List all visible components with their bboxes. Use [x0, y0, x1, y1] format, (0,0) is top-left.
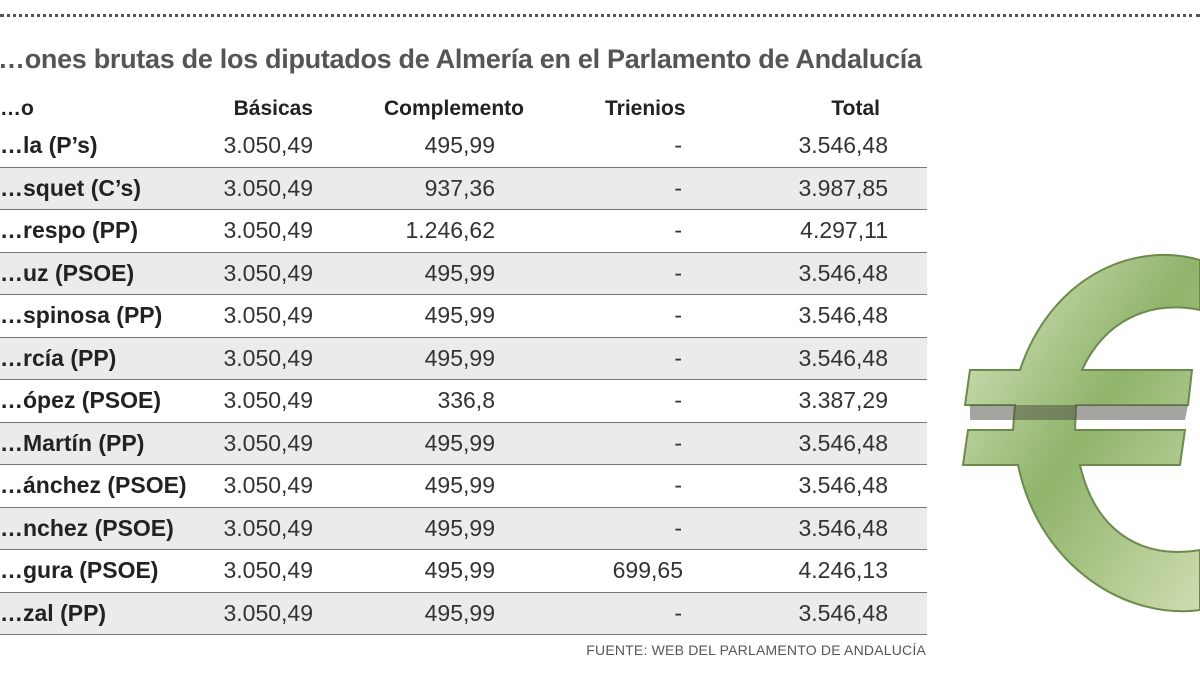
header-complemento: Complemento	[384, 97, 525, 120]
source-note: FUENTE: WEB DEL PARLAMENTO DE ANDALUCÍA	[586, 642, 926, 658]
cell-trienios: -	[674, 259, 682, 286]
name: …la (P’s)	[0, 132, 98, 158]
cell-total: 3.546,48	[798, 259, 888, 286]
cell-trienios: -	[674, 387, 682, 413]
cell-complemento: 1.246,62	[405, 217, 495, 243]
header-total: Total	[831, 97, 880, 120]
cell-total: 4.297,11	[800, 217, 888, 243]
cell-trienios: -	[674, 344, 682, 371]
name: …uz (PSOE)	[0, 259, 135, 286]
table-row: …rcía (PP) 3.050,49 495,99 - 3.546,48	[0, 337, 927, 380]
cell-basicas: 3.050,49	[223, 557, 313, 583]
cell-complemento: 495,99	[424, 514, 495, 541]
header-name: …o	[0, 97, 34, 120]
cell-trienios: -	[674, 302, 682, 328]
page-title: …ones brutas de los diputados de Almería…	[0, 44, 922, 74]
cell-complemento: 495,99	[424, 557, 495, 583]
cell-total: 3.546,48	[798, 514, 888, 541]
header-basicas: Básicas	[233, 97, 313, 120]
cell-total: 3.546,48	[798, 132, 888, 158]
name: …gura (PSOE)	[0, 557, 159, 583]
cell-complemento: 495,99	[424, 429, 495, 456]
cell-trienios: -	[674, 132, 682, 158]
name: …respo (PP)	[0, 217, 139, 243]
cell-basicas: 3.050,49	[223, 302, 313, 328]
table-row: …squet (C’s) 3.050,49 937,36 - 3.987,85	[0, 167, 927, 210]
name: …zal (PP)	[0, 599, 107, 626]
cell-total: 3.546,48	[798, 344, 888, 371]
cell-trienios: -	[674, 514, 682, 541]
name: …nchez (PSOE)	[0, 514, 174, 541]
cell-complemento: 495,99	[424, 132, 495, 158]
cell-trienios: -	[674, 429, 682, 456]
cell-basicas: 3.050,49	[223, 132, 313, 158]
salary-table: …la (P’s) 3.050,49 495,99 - 3.546,48 …squet (…	[0, 125, 927, 635]
table-row: …respo (PP) 3.050,49 1.246,62 - 4.297,11	[0, 210, 927, 253]
cell-total: 3.546,48	[798, 429, 888, 456]
dotted-divider	[0, 14, 1200, 17]
cell-complemento: 336,8	[437, 387, 495, 413]
table-row: …Martín (PP) 3.050,49 495,99 - 3.546,48	[0, 422, 927, 465]
cell-basicas: 3.050,49	[223, 472, 313, 498]
name: …squet (C’s)	[0, 174, 141, 201]
cell-total: 4.246,13	[798, 557, 888, 583]
cell-basicas: 3.050,49	[223, 259, 313, 286]
cell-trienios: -	[674, 599, 682, 626]
cell-trienios: -	[674, 217, 682, 243]
cell-trienios: -	[674, 472, 682, 498]
table-row: …zal (PP) 3.050,49 495,99 - 3.546,48	[0, 592, 927, 635]
table-row: …spinosa (PP) 3.050,49 495,99 - 3.546,48	[0, 295, 927, 338]
name: …rcía (PP)	[0, 344, 117, 371]
cell-total: 3.987,85	[798, 174, 888, 201]
cell-total: 3.546,48	[798, 302, 888, 328]
cell-total: 3.387,29	[798, 387, 888, 413]
name: …ópez (PSOE)	[0, 387, 162, 413]
cell-complemento: 495,99	[424, 344, 495, 371]
cell-complemento: 495,99	[424, 599, 495, 626]
name: …Martín (PP)	[0, 429, 145, 456]
cell-complemento: 495,99	[424, 259, 495, 286]
cell-basicas: 3.050,49	[223, 217, 313, 243]
cell-total: 3.546,48	[798, 472, 888, 498]
name: …spinosa (PP)	[0, 302, 163, 328]
cell-complemento: 937,36	[424, 174, 495, 201]
table-row: …nchez (PSOE) 3.050,49 495,99 - 3.546,48	[0, 507, 927, 550]
cell-basicas: 3.050,49	[223, 429, 313, 456]
cell-complemento: 495,99	[424, 302, 495, 328]
cell-basicas: 3.050,49	[223, 514, 313, 541]
table-row: …ópez (PSOE) 3.050,49 336,8 - 3.387,29	[0, 380, 927, 423]
cell-basicas: 3.050,49	[223, 174, 313, 201]
cell-basicas: 3.050,49	[223, 387, 313, 413]
table-row: …uz (PSOE) 3.050,49 495,99 - 3.546,48	[0, 252, 927, 295]
table-row: …ánchez (PSOE) 3.050,49 495,99 - 3.546,48	[0, 465, 927, 508]
cell-total: 3.546,48	[798, 599, 888, 626]
cell-basicas: 3.050,49	[223, 344, 313, 371]
header-trienios: Trienios	[605, 97, 686, 120]
table-row: …gura (PSOE) 3.050,49 495,99 699,65 4.246,13	[0, 550, 927, 593]
cell-basicas: 3.050,49	[223, 599, 313, 626]
cell-complemento: 495,99	[424, 472, 495, 498]
table-row: …la (P’s) 3.050,49 495,99 - 3.546,48	[0, 125, 927, 168]
cell-trienios: 699,65	[612, 557, 683, 583]
cell-trienios: -	[674, 174, 682, 201]
name: …ánchez (PSOE)	[0, 472, 187, 498]
euro-sculpture-icon	[961, 253, 1200, 613]
